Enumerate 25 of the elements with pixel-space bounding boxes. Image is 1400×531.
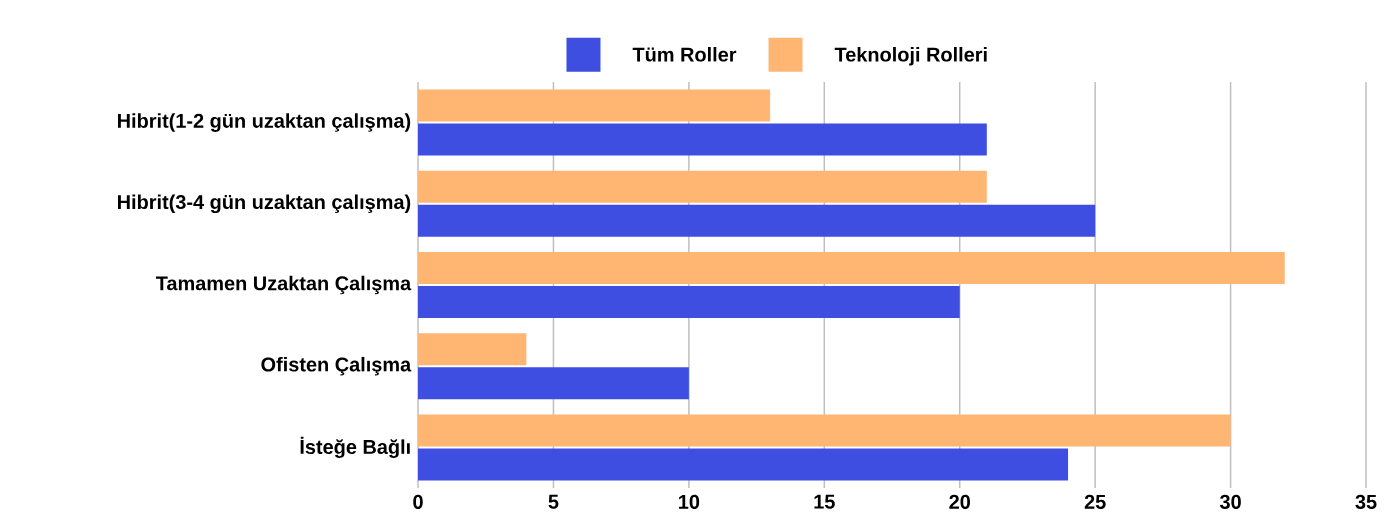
bar: [418, 251, 1285, 284]
x-tick-label: 25: [1084, 494, 1106, 509]
x-tick-label: 35: [1355, 494, 1377, 509]
y-tick-label: Hibrit(3-4 gün uzaktan çalışma): [117, 194, 411, 214]
x-tick-label: 0: [413, 494, 423, 509]
bar: [418, 333, 527, 366]
y-tick-label: Ofisten Çalışma: [261, 356, 412, 376]
bar: [418, 89, 771, 122]
bar: [418, 204, 1096, 237]
bar: [418, 285, 960, 318]
y-tick-label: İsteğe Bağlı: [300, 436, 410, 459]
bar: [418, 170, 987, 203]
bar: [418, 448, 1069, 481]
legend-label: Teknoloji Rolleri: [834, 46, 987, 66]
bar: [418, 123, 987, 156]
x-tick-label: 15: [814, 494, 835, 509]
legend-label: Tüm Roller: [632, 46, 737, 62]
y-tick-label: Tamamen Uzaktan Çalışma: [155, 275, 412, 295]
x-tick-label: 20: [949, 494, 970, 509]
y-tick-label: Hibrit(1-2 gün uzaktan çalışma): [117, 113, 411, 132]
x-tick-label: 10: [679, 494, 700, 509]
bar: [418, 414, 1231, 447]
x-tick-label: 5: [548, 494, 559, 509]
bar: [418, 367, 689, 400]
x-tick-label: 30: [1219, 494, 1241, 509]
